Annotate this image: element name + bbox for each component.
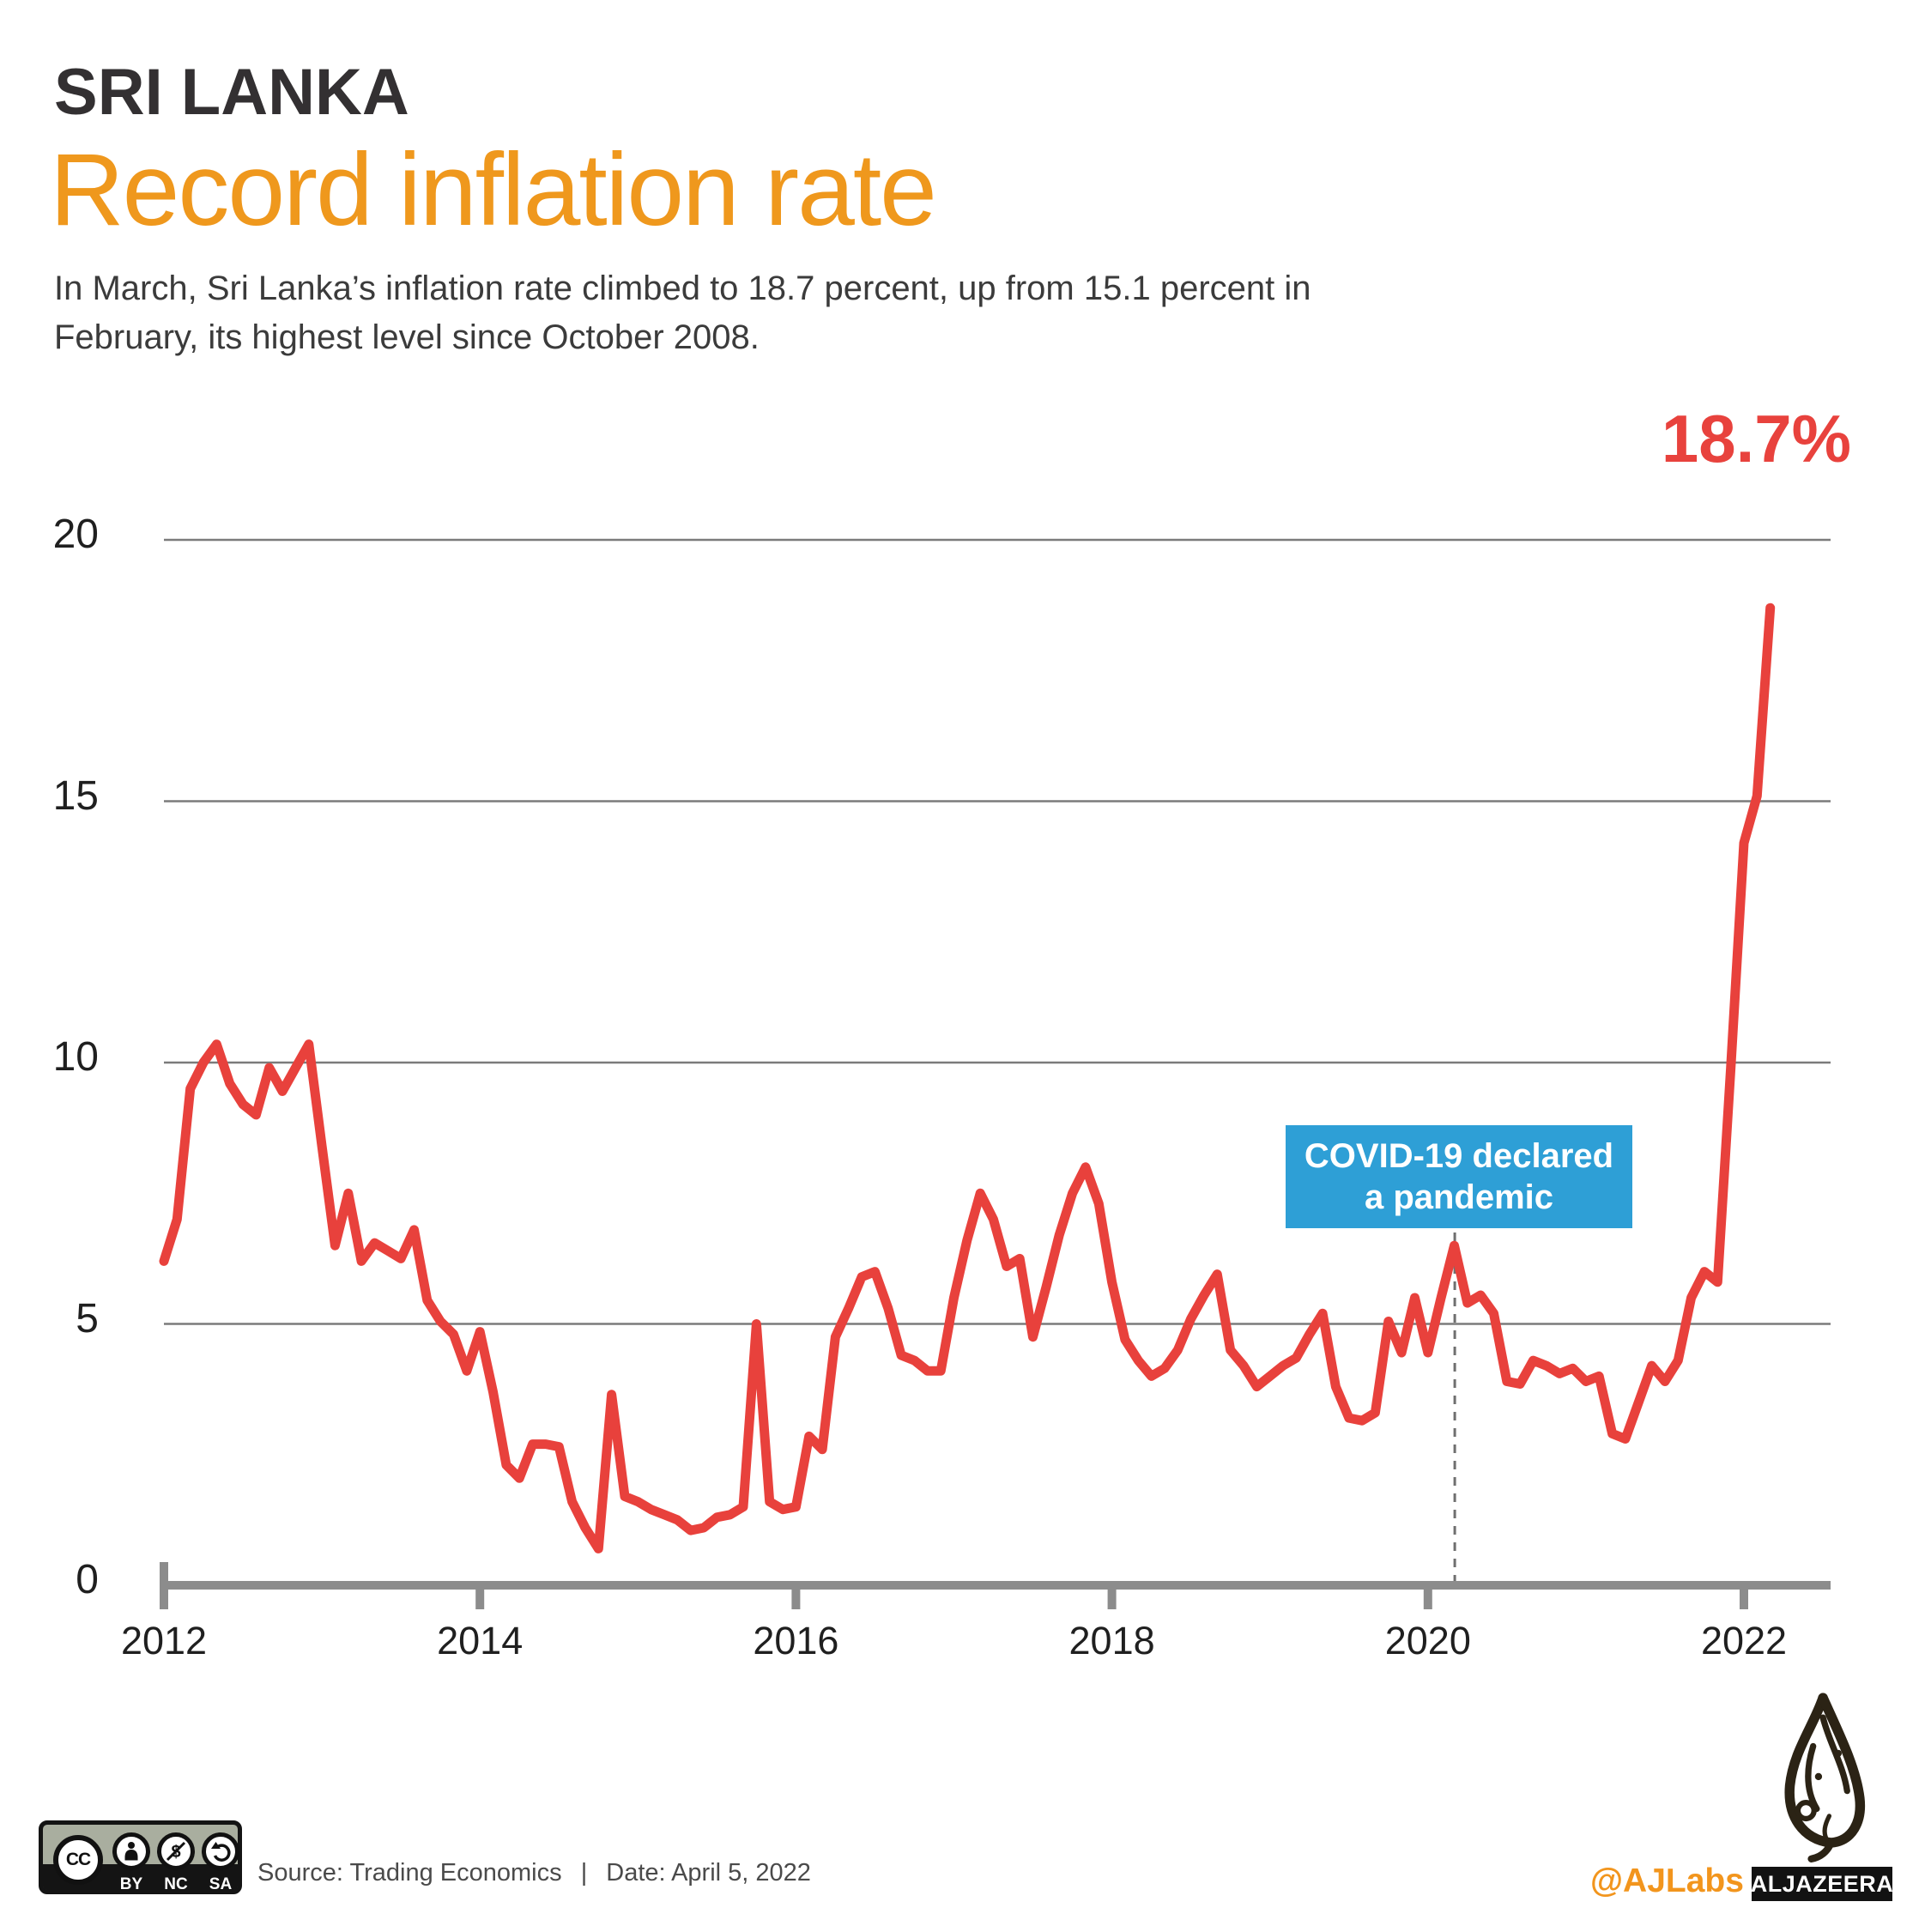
x-tick-2018 <box>1107 1589 1117 1609</box>
x-axis-label-2016: 2016 <box>753 1619 839 1662</box>
x-axis-label-2020: 2020 <box>1384 1619 1471 1662</box>
y-axis-label-20: 20 <box>52 512 99 557</box>
cc-noncommercial-icon: $ <box>157 1832 195 1870</box>
aljazeera-logo-box: ALJAZEERA <box>1750 1867 1894 1901</box>
ajlabs-handle: @AJLabs <box>1590 1862 1744 1899</box>
y-axis-label-5: 5 <box>76 1295 99 1341</box>
x-tick-2020 <box>1423 1589 1432 1609</box>
x-tick-2012 <box>160 1589 168 1609</box>
cc-sharealike-icon <box>202 1832 239 1870</box>
peak-value-label: 18.7% <box>1661 401 1851 476</box>
x-tick-2022 <box>1740 1589 1748 1609</box>
source-line: Source: Trading Economics | Date: April … <box>257 1859 823 1887</box>
x-tick-2014 <box>475 1589 485 1609</box>
covid-annotation-box: COVID-19 declared a pandemic <box>1286 1125 1632 1228</box>
y-axis-label-0: 0 <box>76 1557 99 1602</box>
description: In March, Sri Lanka’s inflation rate cli… <box>54 264 1311 362</box>
y-axis-label-10: 10 <box>52 1034 99 1080</box>
y-axis-label-15: 15 <box>52 772 99 819</box>
cc-attribution-icon <box>112 1832 150 1870</box>
cc-sa-label: SA <box>209 1875 233 1893</box>
covid-annotation-line1: COVID-19 declared <box>1304 1137 1614 1175</box>
cc-by-label: BY <box>119 1875 143 1893</box>
aljazeera-logo-text: ALJAZEERA <box>1750 1870 1894 1897</box>
source-label: Source: Trading Economics <box>257 1859 562 1887</box>
x-axis-label-2018: 2018 <box>1068 1619 1155 1662</box>
country-kicker: SRI LANKA <box>54 56 409 129</box>
inflation-line <box>159 603 1776 1553</box>
x-axis-left-cap <box>160 1562 168 1581</box>
x-axis-label-2012: 2012 <box>120 1619 208 1662</box>
cc-nc-label: NC <box>164 1875 188 1893</box>
aljazeera-calligraphy-logo <box>1784 1693 1866 1862</box>
cc-icon: CC <box>53 1835 103 1885</box>
description-line2: February, its highest level since Octobe… <box>54 318 760 356</box>
x-axis-label-2014: 2014 <box>437 1619 524 1662</box>
description-line1: In March, Sri Lanka’s inflation rate cli… <box>54 270 1311 307</box>
dollar-slash-icon: $ <box>166 1841 186 1862</box>
x-axis-label-2022: 2022 <box>1700 1619 1788 1662</box>
covid-annotation-line2: a pandemic <box>1364 1178 1554 1216</box>
x-axis-line <box>160 1581 1831 1590</box>
date-label: Date: April 5, 2022 <box>606 1859 811 1887</box>
source-separator: | <box>580 1859 588 1887</box>
page-title: Record inflation rate <box>50 132 937 247</box>
cc-license-badge: CC $ BY NC SA <box>39 1820 242 1894</box>
person-icon <box>124 1842 138 1861</box>
x-tick-2016 <box>791 1589 801 1609</box>
share-alike-arrow-icon <box>211 1842 231 1862</box>
